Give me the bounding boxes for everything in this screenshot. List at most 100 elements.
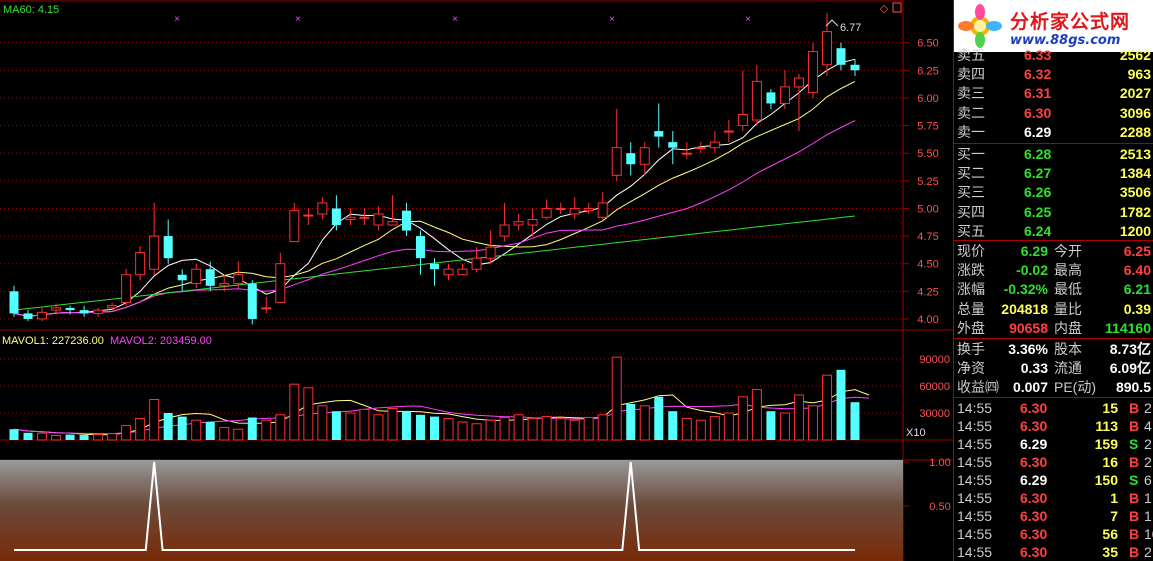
stats-label: 流通 [1054, 360, 1082, 377]
tick-side: B [1129, 526, 1140, 542]
volume-bar-up [527, 417, 538, 441]
volume-bar-down [668, 411, 678, 440]
tick-volume: 159 [1094, 436, 1118, 452]
stats-value: 0.33 [1020, 360, 1048, 377]
candle-body-down [23, 313, 33, 319]
price-tick-label: 4.25 [917, 286, 938, 298]
tick-side: B [1129, 544, 1140, 560]
candle-body-up [457, 268, 468, 276]
sell-level-volume: 2562 [1119, 47, 1151, 63]
volume-bar-up [345, 412, 356, 441]
tick-count: 1 [1144, 508, 1152, 524]
tick-side: B [1129, 508, 1140, 524]
volume-bar-up [597, 414, 608, 441]
buy-level-row: 买一 6.28 2513 [954, 145, 1153, 164]
tick-time: 14:55 [957, 472, 993, 488]
tick-volume: 35 [1102, 544, 1118, 560]
logo-url: www.88gs.com [1010, 33, 1121, 48]
tick-volume: 1 [1110, 490, 1118, 506]
candle-body-down [430, 263, 439, 270]
tick-side: S [1129, 436, 1139, 452]
candle-body-up [345, 216, 356, 220]
quote-row: 现价 6.29 今开 6.25 [954, 242, 1153, 261]
candle-body-up [513, 221, 524, 226]
volume-bar-down [626, 404, 636, 440]
tick-price: 6.30 [1020, 508, 1048, 524]
period-marker-icon: × [174, 14, 180, 25]
buy-level-price: 6.28 [1024, 146, 1052, 162]
tick-count: 10 [1144, 526, 1153, 542]
tick-side: B [1129, 400, 1140, 416]
tick-count: 4 [1144, 418, 1152, 434]
period-marker-icon: × [609, 14, 615, 25]
price-tick-label: 6.50 [917, 38, 938, 50]
tick-count: 2 [1144, 544, 1152, 560]
volume-bar-down [401, 411, 411, 440]
sell-level-label: 卖一 [957, 123, 985, 140]
buy-level-price: 6.25 [1024, 203, 1052, 220]
candle-body-down [668, 142, 678, 148]
candle-body-up [289, 210, 300, 243]
volume-bar-up [681, 417, 692, 441]
stats-label: PE(动) [1054, 379, 1096, 396]
tick-side: B [1129, 454, 1140, 470]
tick-count: 2 [1144, 436, 1152, 452]
stats-value: 0.007 [1012, 379, 1048, 396]
tick-time: 14:55 [957, 526, 993, 542]
tick-price: 6.30 [1020, 400, 1048, 416]
sell-level-label: 卖五 [957, 47, 985, 63]
volume-bar-down [65, 434, 75, 440]
quote-label: 量比 [1054, 300, 1082, 317]
quote-label: 涨幅 [957, 281, 985, 298]
period-marker-icon: × [745, 14, 751, 25]
stats-label: 净资 [957, 360, 985, 377]
candle-body-down [163, 236, 173, 259]
sell-level-price: 6.33 [1024, 47, 1052, 63]
tick-row: 14:55 6.30 15 B 2 [954, 399, 1153, 418]
tick-side: B [1129, 490, 1140, 506]
tick-price: 6.29 [1020, 436, 1048, 452]
candle-body-up [359, 216, 370, 219]
candle-body-up [121, 274, 132, 303]
volume-bar-up [261, 419, 272, 441]
stats-value: 3.36% [1008, 341, 1048, 357]
buy-level-volume: 3506 [1119, 184, 1151, 201]
volume-bar-up [219, 426, 230, 441]
high-marker-label: 6.77 [840, 22, 861, 34]
buy-level-row: 买五 6.24 1200 [954, 222, 1153, 241]
volume-bar-up [359, 408, 370, 441]
candle-body-down [331, 208, 341, 226]
volume-bar-up [723, 412, 734, 441]
candle-body-up [135, 252, 146, 276]
volume-bar-down [850, 402, 860, 440]
candle-body-up [51, 307, 62, 311]
candle-body-up [639, 147, 650, 165]
site-logo: 分析家公式网 www.88gs.com [954, 0, 1153, 52]
price-tick-label: 5.00 [917, 203, 938, 215]
quote-value: -0.32% [1003, 281, 1048, 298]
candle-body-up [107, 305, 118, 309]
tick-volume: 113 [1095, 418, 1118, 434]
buy-level-row: 买四 6.25 1782 [954, 203, 1153, 222]
tick-row: 14:55 6.30 113 B 4 [954, 417, 1153, 436]
volume-bar-up [289, 383, 300, 441]
period-marker-icon: × [295, 14, 301, 25]
quote-label: 涨跌 [957, 262, 985, 279]
tick-count: 6 [1144, 472, 1152, 488]
quote-row: 外盘 90658 内盘 114160 [954, 319, 1153, 338]
buy-level-label: 买三 [957, 184, 985, 201]
sell-level-volume: 2288 [1119, 123, 1151, 140]
volume-bar-down [23, 432, 33, 440]
candle-body-down [401, 210, 411, 231]
candle-body-up [569, 207, 580, 215]
tick-volume: 56 [1102, 526, 1118, 542]
volume-bar-down [177, 416, 187, 440]
quote-panel: 分析家公式网 www.88gs.com 卖五 6.33 2562 卖四 6.32 963 卖… [953, 0, 1153, 561]
kline-chart[interactable]: × × × × × ◇ MA60: 4.15 6.77 MAVOL1: 227236.00… [0, 0, 953, 561]
candle-body-up [317, 202, 328, 215]
tick-price: 6.30 [1020, 454, 1048, 470]
quote-label: 总量 [957, 300, 985, 317]
indicator-panel [0, 460, 903, 561]
volume-bar-up [121, 425, 132, 441]
candle-body-up [751, 80, 762, 121]
